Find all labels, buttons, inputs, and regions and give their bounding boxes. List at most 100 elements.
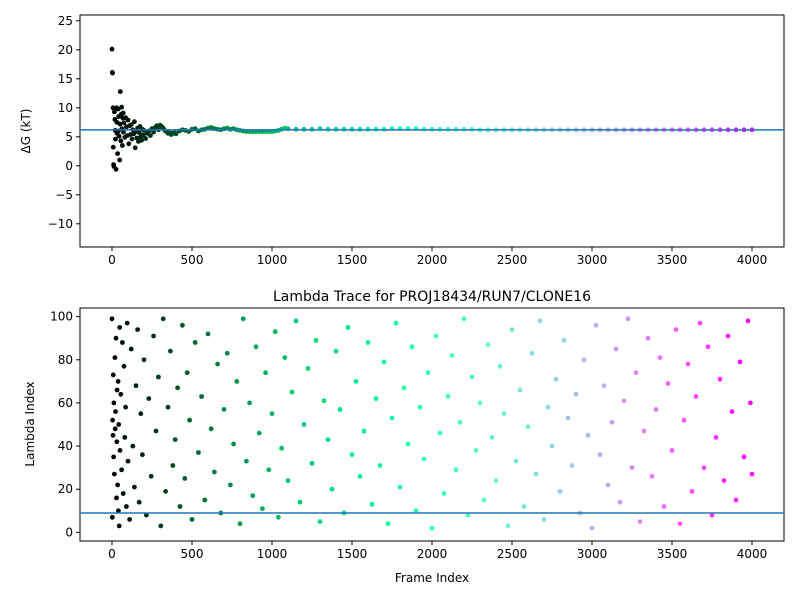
data-point [224,350,230,356]
data-point [208,426,214,432]
data-point [121,129,126,135]
top-y-axis-label: ΔG (kT) [19,109,33,154]
data-point [163,489,169,494]
bottom-chart-title: Lambda Trace for PROJ18434/RUN7/CLONE16 [273,289,591,305]
data-point [609,419,615,425]
data-point [128,346,134,352]
data-point [509,327,515,332]
data-point [116,508,121,514]
data-point [170,463,176,468]
x-tick-label: 3000 [577,547,608,561]
data-point [132,145,138,151]
data-point [345,325,351,330]
data-point [333,348,339,354]
data-point [121,120,127,126]
data-point [573,391,579,397]
data-point [521,504,527,509]
data-point [148,473,154,479]
data-point [120,110,126,116]
data-point [309,460,315,466]
data-point [117,121,123,127]
x-tick-label: 4000 [737,547,768,561]
data-point [413,508,419,514]
data-point [113,136,118,142]
data-point [120,143,125,148]
data-point [120,340,125,345]
data-point [177,504,183,509]
data-point [485,342,491,348]
data-point [175,385,181,391]
data-point [266,467,272,473]
data-point [513,458,519,464]
data-point [133,383,139,389]
data-point [263,370,268,376]
data-point [589,525,595,531]
data-point [184,370,190,376]
data-point [148,133,153,139]
data-point [119,467,124,473]
x-tick-label: 1000 [257,253,288,267]
x-tick-label: 3000 [577,253,608,267]
data-point [120,491,126,496]
y-tick-label: −5 [55,188,73,202]
data-point [156,374,161,380]
data-point [121,363,127,369]
data-point [125,117,131,123]
data-point [247,400,253,406]
data-point [269,411,275,417]
data-point [293,318,299,324]
data-point [109,316,115,322]
data-point [165,404,171,410]
data-point [118,391,124,397]
data-point [129,136,135,142]
data-point [501,411,507,417]
data-point [215,361,221,367]
data-point [377,463,383,468]
data-point [124,504,129,509]
bottom-chart: Lambda Trace for PROJ18434/RUN7/CLONE16 … [23,289,785,585]
data-point [465,512,471,518]
x-tick-label: 3500 [657,253,688,267]
data-point [276,514,281,520]
data-point [601,383,607,389]
data-point [613,346,619,352]
data-point [445,394,451,399]
data-point [282,355,288,360]
data-point [158,523,164,529]
data-point [112,471,117,477]
top-x-ticks: 0 500 1000 1500 2000 2500 3000 3500 4000 [108,247,767,267]
data-point [221,407,227,412]
data-point [561,338,567,343]
data-point [115,151,120,157]
x-tick-label: 2000 [417,253,448,267]
data-point [373,396,379,401]
data-point [477,400,483,406]
y-tick-label: 40 [58,439,73,453]
data-point [381,359,387,365]
data-point [557,489,563,494]
data-point [115,379,121,384]
bottom-x-axis-label: Frame Index [395,571,469,585]
data-point [569,463,575,468]
data-point [749,471,755,477]
data-point [321,398,327,404]
x-tick-label: 0 [108,547,116,561]
data-point [136,130,142,136]
data-point [653,407,659,412]
x-tick-label: 500 [181,253,204,267]
data-point [329,486,335,492]
data-point [228,482,233,488]
data-point [401,385,407,391]
data-point [285,478,291,483]
data-point [253,344,259,350]
data-point [541,517,547,522]
data-point [132,119,137,125]
data-point [449,353,455,358]
y-tick-label: 0 [65,525,73,539]
data-point [581,357,587,363]
data-point [112,355,118,360]
data-point [733,497,739,503]
data-point [709,512,715,518]
data-point [525,424,531,430]
